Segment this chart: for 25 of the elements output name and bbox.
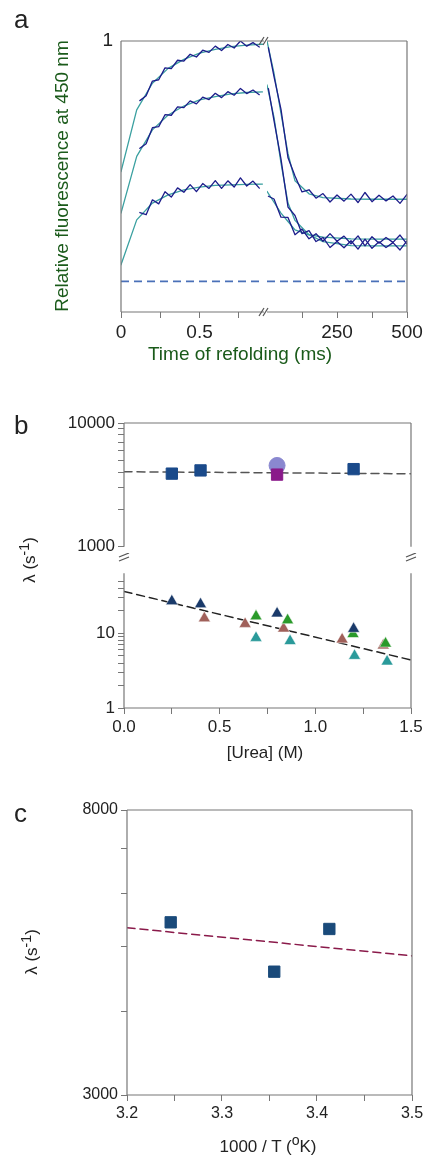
x-tick-label: 0 [115, 320, 127, 342]
x-tick-label: 3.4 [305, 1104, 329, 1122]
y-tick-label: 10000 [67, 412, 115, 432]
chart-title: c [14, 798, 27, 829]
x-tick-label: 3.5 [400, 1104, 424, 1122]
x-tick-label: 3.2 [115, 1104, 139, 1122]
x-tick-label: 1.0 [303, 716, 328, 736]
x-axis-title: Time of refolding (ms) [147, 343, 333, 365]
x-tick-label: 500 [391, 320, 423, 342]
y-tick-label: 3000 [82, 1085, 119, 1103]
x-tick-label: 0.5 [207, 716, 232, 736]
y-axis-title: Relative fluorescence at 450 nm [51, 40, 73, 312]
y-tick-label: 1000 [77, 536, 115, 556]
x-tick-label: 0.0 [112, 716, 136, 736]
x-tick-label: 1.5 [399, 716, 423, 736]
x-tick-label: 3.3 [210, 1104, 234, 1122]
y-tick-label: 8000 [82, 800, 119, 818]
y-tick-label: 10 [96, 623, 115, 643]
x-tick-label: 250 [321, 320, 353, 342]
chart-title: a [14, 4, 29, 35]
x-axis-title: [Urea] (M) [226, 743, 304, 763]
x-axis-title: 1000 / T ($^{o}$K) [219, 1132, 317, 1157]
y-tick-label: 1 [105, 697, 115, 717]
chart-title: b [14, 410, 29, 441]
x-tick-label: 0.5 [186, 320, 213, 342]
